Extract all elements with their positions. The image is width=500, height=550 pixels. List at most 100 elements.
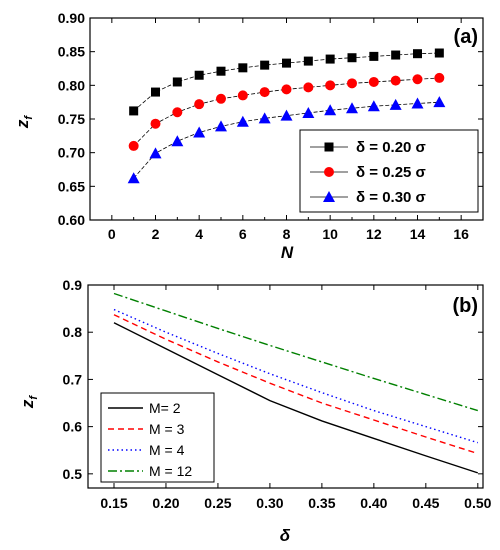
data-point-2 xyxy=(236,115,249,127)
x-tick-label: 4 xyxy=(195,226,203,242)
y-tick-label: 0.80 xyxy=(58,77,85,93)
data-point-1 xyxy=(390,75,401,86)
data-point-1 xyxy=(194,99,205,110)
legend-label-3: M = 12 xyxy=(149,463,192,479)
x-tick-label: 16 xyxy=(453,226,469,242)
x-tick-label: 0.30 xyxy=(256,495,283,511)
data-point-0 xyxy=(413,49,422,59)
y-tick-label: 0.65 xyxy=(58,178,85,194)
data-point-1 xyxy=(281,84,292,95)
data-point-2 xyxy=(127,172,140,184)
legend-label-1: δ = 0.25 σ xyxy=(356,164,426,181)
data-point-2 xyxy=(215,120,227,132)
data-point-2 xyxy=(193,126,206,138)
legend-label-0: δ = 0.20 σ xyxy=(356,139,426,156)
data-point-0 xyxy=(238,63,248,73)
data-point-0 xyxy=(369,51,379,61)
panel-b: 0.15 0.20 0.25 0.30 0.35 0.40 0.45 0.50 0.5 0.6 0.… xyxy=(18,277,492,545)
x-tick-label: 0.40 xyxy=(360,495,387,511)
y-tick-label: 0.5 xyxy=(63,466,83,482)
y-tick-label: 0.75 xyxy=(58,111,85,127)
x-tick-label: 0.35 xyxy=(308,495,335,511)
data-point-2 xyxy=(171,135,184,147)
data-point-2 xyxy=(149,147,162,159)
data-point-1 xyxy=(216,93,226,104)
plot-frame xyxy=(89,17,484,221)
data-point-2 xyxy=(258,112,271,124)
y-tick-label: 0.6 xyxy=(63,419,83,435)
panel-label: (a) xyxy=(454,26,478,48)
y-tick-label: 0.90 xyxy=(58,10,85,26)
y-tick-label: 0.60 xyxy=(58,212,85,228)
panel-a: 0 2 4 6 8 10 12 14 16 0.60 0.65 0.70 0.75 0.80 0.85 0.9… xyxy=(13,10,484,262)
y-axis-label-main: z xyxy=(13,119,32,129)
data-point-1 xyxy=(172,107,183,118)
x-tick-label: 0.45 xyxy=(412,495,439,511)
legend-marker-2 xyxy=(323,191,335,202)
data-point-1 xyxy=(325,80,336,91)
data-point-2 xyxy=(367,100,380,112)
series-line-3 xyxy=(113,292,479,412)
y-axis-label: zf xyxy=(18,395,40,410)
data-point-1 xyxy=(128,140,139,151)
y-tick-label: 0.9 xyxy=(63,277,83,293)
data-point-0 xyxy=(347,53,357,63)
data-point-0 xyxy=(325,54,335,64)
x-tick-label: 0.15 xyxy=(100,495,127,511)
data-point-0 xyxy=(303,56,313,66)
data-point-2 xyxy=(346,102,358,114)
data-point-1 xyxy=(347,78,357,89)
x-tick-label: 12 xyxy=(366,226,382,242)
data-point-0 xyxy=(216,66,226,76)
x-tick-label: 14 xyxy=(410,226,426,242)
data-point-1 xyxy=(303,82,314,93)
x-tick-label: 6 xyxy=(239,226,247,242)
data-point-1 xyxy=(150,118,161,129)
data-point-2 xyxy=(411,97,424,109)
x-tick-label: 2 xyxy=(152,226,160,242)
data-point-2 xyxy=(433,96,446,108)
data-point-0 xyxy=(434,48,444,58)
y-axis-label-sub: f xyxy=(23,115,35,120)
legend-marker-0 xyxy=(324,142,334,152)
y-tick-label: 0.85 xyxy=(58,44,85,60)
y-axis-label-main: z xyxy=(18,399,37,409)
legend-label-2: δ = 0.30 σ xyxy=(356,189,426,206)
x-tick-label: 0 xyxy=(108,226,116,242)
legend-label-0: M= 2 xyxy=(149,400,181,416)
data-point-1 xyxy=(237,90,248,101)
data-point-0 xyxy=(172,77,182,87)
data-point-0 xyxy=(391,50,401,60)
data-point-1 xyxy=(259,87,270,98)
data-point-0 xyxy=(194,70,204,80)
data-point-2 xyxy=(389,98,402,110)
data-point-0 xyxy=(282,58,291,68)
x-tick-label: 8 xyxy=(283,226,291,242)
x-tick-label: 0.20 xyxy=(152,495,179,511)
y-tick-label: 0.7 xyxy=(63,371,83,387)
data-point-0 xyxy=(151,87,160,97)
plot-frame xyxy=(87,284,484,489)
x-axis-label: δ xyxy=(280,526,291,545)
x-tick-label: 0.25 xyxy=(204,495,231,511)
series-line-1 xyxy=(133,77,440,147)
data-point-1 xyxy=(434,72,445,83)
x-tick-label: 10 xyxy=(322,226,338,242)
y-axis-label-sub: f xyxy=(28,395,40,400)
panel-label: (b) xyxy=(452,295,478,317)
x-axis-label: N xyxy=(281,243,294,262)
legend-label-2: M = 4 xyxy=(149,442,185,458)
data-point-2 xyxy=(280,109,293,121)
data-point-2 xyxy=(302,106,315,118)
series-line-2 xyxy=(113,308,479,444)
data-point-1 xyxy=(368,76,379,87)
x-tick-label: 0.50 xyxy=(464,495,491,511)
y-tick-label: 0.70 xyxy=(58,145,85,161)
series-line-0 xyxy=(113,322,479,474)
data-point-0 xyxy=(260,60,270,70)
y-tick-label: 0.8 xyxy=(63,324,83,340)
y-axis-label: zf xyxy=(13,115,35,130)
legend-label-1: M = 3 xyxy=(149,421,185,437)
legend-marker-1 xyxy=(324,167,334,177)
